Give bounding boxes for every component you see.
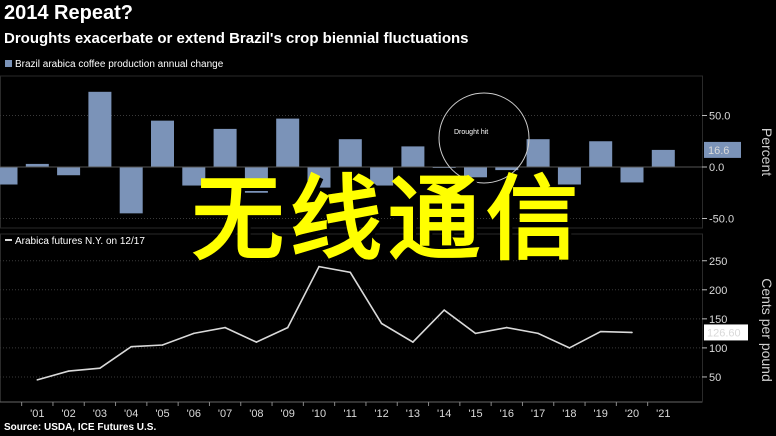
x-tick-label: '16: [500, 408, 514, 420]
futures-point: [349, 271, 352, 274]
bar: [151, 120, 174, 167]
futures-point: [380, 322, 383, 325]
bar: [620, 167, 644, 183]
bottom-y-tick-label: 50: [709, 372, 721, 384]
x-tick-label: '01: [30, 408, 44, 420]
top-y-tick-label: 0.0: [709, 162, 724, 174]
top-axis-title: Percent: [759, 128, 775, 176]
futures-point: [224, 326, 226, 329]
drought-annotation: Drought hit: [454, 129, 488, 136]
top-last-value: 16.6: [708, 145, 729, 157]
bar: [495, 167, 519, 171]
bottom-y-tick-label: 200: [709, 285, 727, 297]
futures-line: [37, 265, 633, 381]
x-tick-label: '17: [531, 408, 545, 420]
bar: [526, 139, 550, 167]
bar: [25, 163, 49, 167]
bottom-last-value: 126.60: [707, 327, 741, 339]
x-tick-label: '12: [374, 408, 388, 420]
bar: [464, 167, 487, 178]
futures-point: [568, 347, 571, 349]
futures-point: [506, 326, 508, 329]
bottom-y-tick-label: 250: [709, 256, 727, 268]
bar: [276, 118, 300, 167]
bar: [244, 167, 268, 193]
x-tick-label: '02: [61, 408, 75, 420]
futures-point: [130, 345, 132, 348]
x-tick-label: '09: [281, 408, 295, 420]
bar: [589, 141, 613, 167]
x-tick-label: '20: [625, 408, 639, 420]
x-tick-label: '04: [124, 408, 138, 420]
x-tick-label: '19: [594, 408, 608, 420]
bottom-legend-label: Arabica futures N.Y. on 12/17: [15, 236, 145, 247]
chart-subtitle: Droughts exacerbate or extend Brazil's c…: [4, 30, 469, 47]
bar: [119, 167, 143, 214]
futures-point: [67, 370, 70, 372]
bar: [370, 167, 394, 186]
x-tick-label: '07: [218, 408, 232, 420]
bottom-last-value-badge: [704, 324, 748, 341]
bottom-axis-title: Cents per pound: [759, 278, 775, 382]
top-panel-frame: [0, 75, 703, 229]
bottom-y-tick-label: 100: [709, 343, 727, 355]
x-tick-label: '06: [187, 408, 201, 420]
x-tick-label: '11: [344, 408, 358, 420]
chart-title: 2014 Repeat?: [4, 2, 133, 24]
futures-point: [161, 344, 164, 346]
futures-point: [286, 326, 289, 329]
futures-point: [443, 309, 446, 311]
bottom-legend-swatch: [5, 239, 12, 241]
top-legend-label: Brazil arabica coffee production annual …: [15, 59, 224, 70]
futures-point: [36, 379, 39, 381]
bar: [182, 167, 206, 186]
x-tick-label: '15: [468, 408, 482, 420]
x-tick-label: '14: [437, 408, 451, 420]
x-tick-label: '03: [93, 408, 107, 420]
x-tick-label: '05: [155, 408, 169, 420]
top-legend-swatch: [5, 60, 12, 67]
top-y-tick-label: 50.0: [709, 111, 730, 123]
futures-point: [255, 341, 258, 343]
bar: [213, 128, 237, 167]
x-tick-label: '10: [312, 408, 326, 420]
futures-point: [412, 341, 414, 343]
x-tick-label: '21: [656, 408, 670, 420]
watermark-text: 无线通信: [191, 166, 584, 273]
top-y-tick-label: -50.0: [709, 214, 734, 226]
x-tick-label: '08: [249, 408, 263, 420]
bottom-y-tick-label: 150: [709, 314, 727, 326]
futures-point: [193, 332, 195, 335]
futures-point: [631, 331, 633, 334]
x-tick-label: '18: [562, 408, 576, 420]
x-tick-label: '13: [406, 408, 420, 420]
bar: [0, 167, 18, 185]
bar: [57, 167, 81, 176]
bar: [88, 91, 112, 167]
futures-point: [318, 265, 320, 268]
bar: [401, 146, 425, 167]
top-last-value-badge: [704, 141, 741, 158]
bar: [557, 167, 581, 185]
source-note: Source: USDA, ICE Futures U.S.: [4, 422, 157, 433]
bar: [651, 149, 675, 167]
futures-point: [474, 332, 477, 335]
futures-point: [537, 332, 539, 335]
futures-point: [599, 330, 602, 333]
drought-circle: [438, 92, 530, 184]
bar: [307, 167, 331, 188]
bar: [338, 139, 362, 167]
futures-point: [99, 367, 101, 370]
